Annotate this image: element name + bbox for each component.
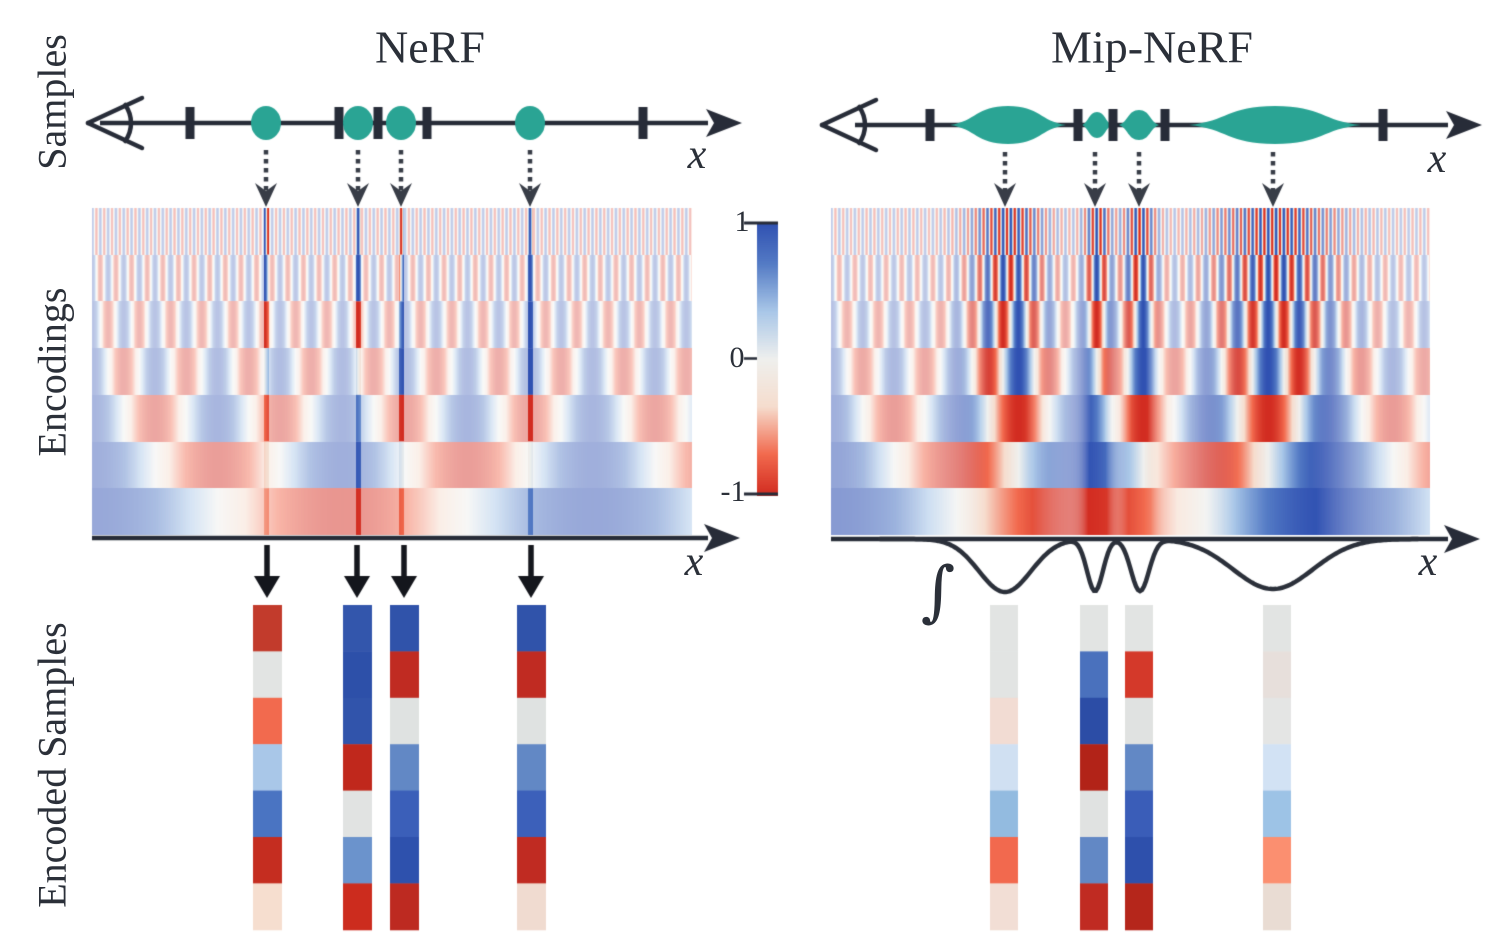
row-label-samples: Samples (29, 34, 75, 170)
x-axis-label-ray-left: x (687, 132, 707, 178)
colorbar-tick-minus1: -1 (720, 475, 746, 508)
x-axis-label-ray-right: x (1427, 136, 1447, 182)
integral-symbol: ∫ (920, 552, 956, 630)
row-label-encoded-samples: Encoded Samples (29, 622, 75, 908)
x-axis-label-heatmap-left: x (684, 539, 704, 585)
colorbar-tick-0: 0 (729, 341, 745, 374)
x-axis-label-heatmap-right: x (1418, 539, 1438, 585)
colorbar-tick-1: 1 (734, 205, 750, 238)
panel-title-mipnerf: Mip-NeRF (1051, 21, 1253, 73)
row-label-encodings: Encodings (29, 287, 75, 457)
panel-title-nerf: NeRF (375, 21, 485, 73)
